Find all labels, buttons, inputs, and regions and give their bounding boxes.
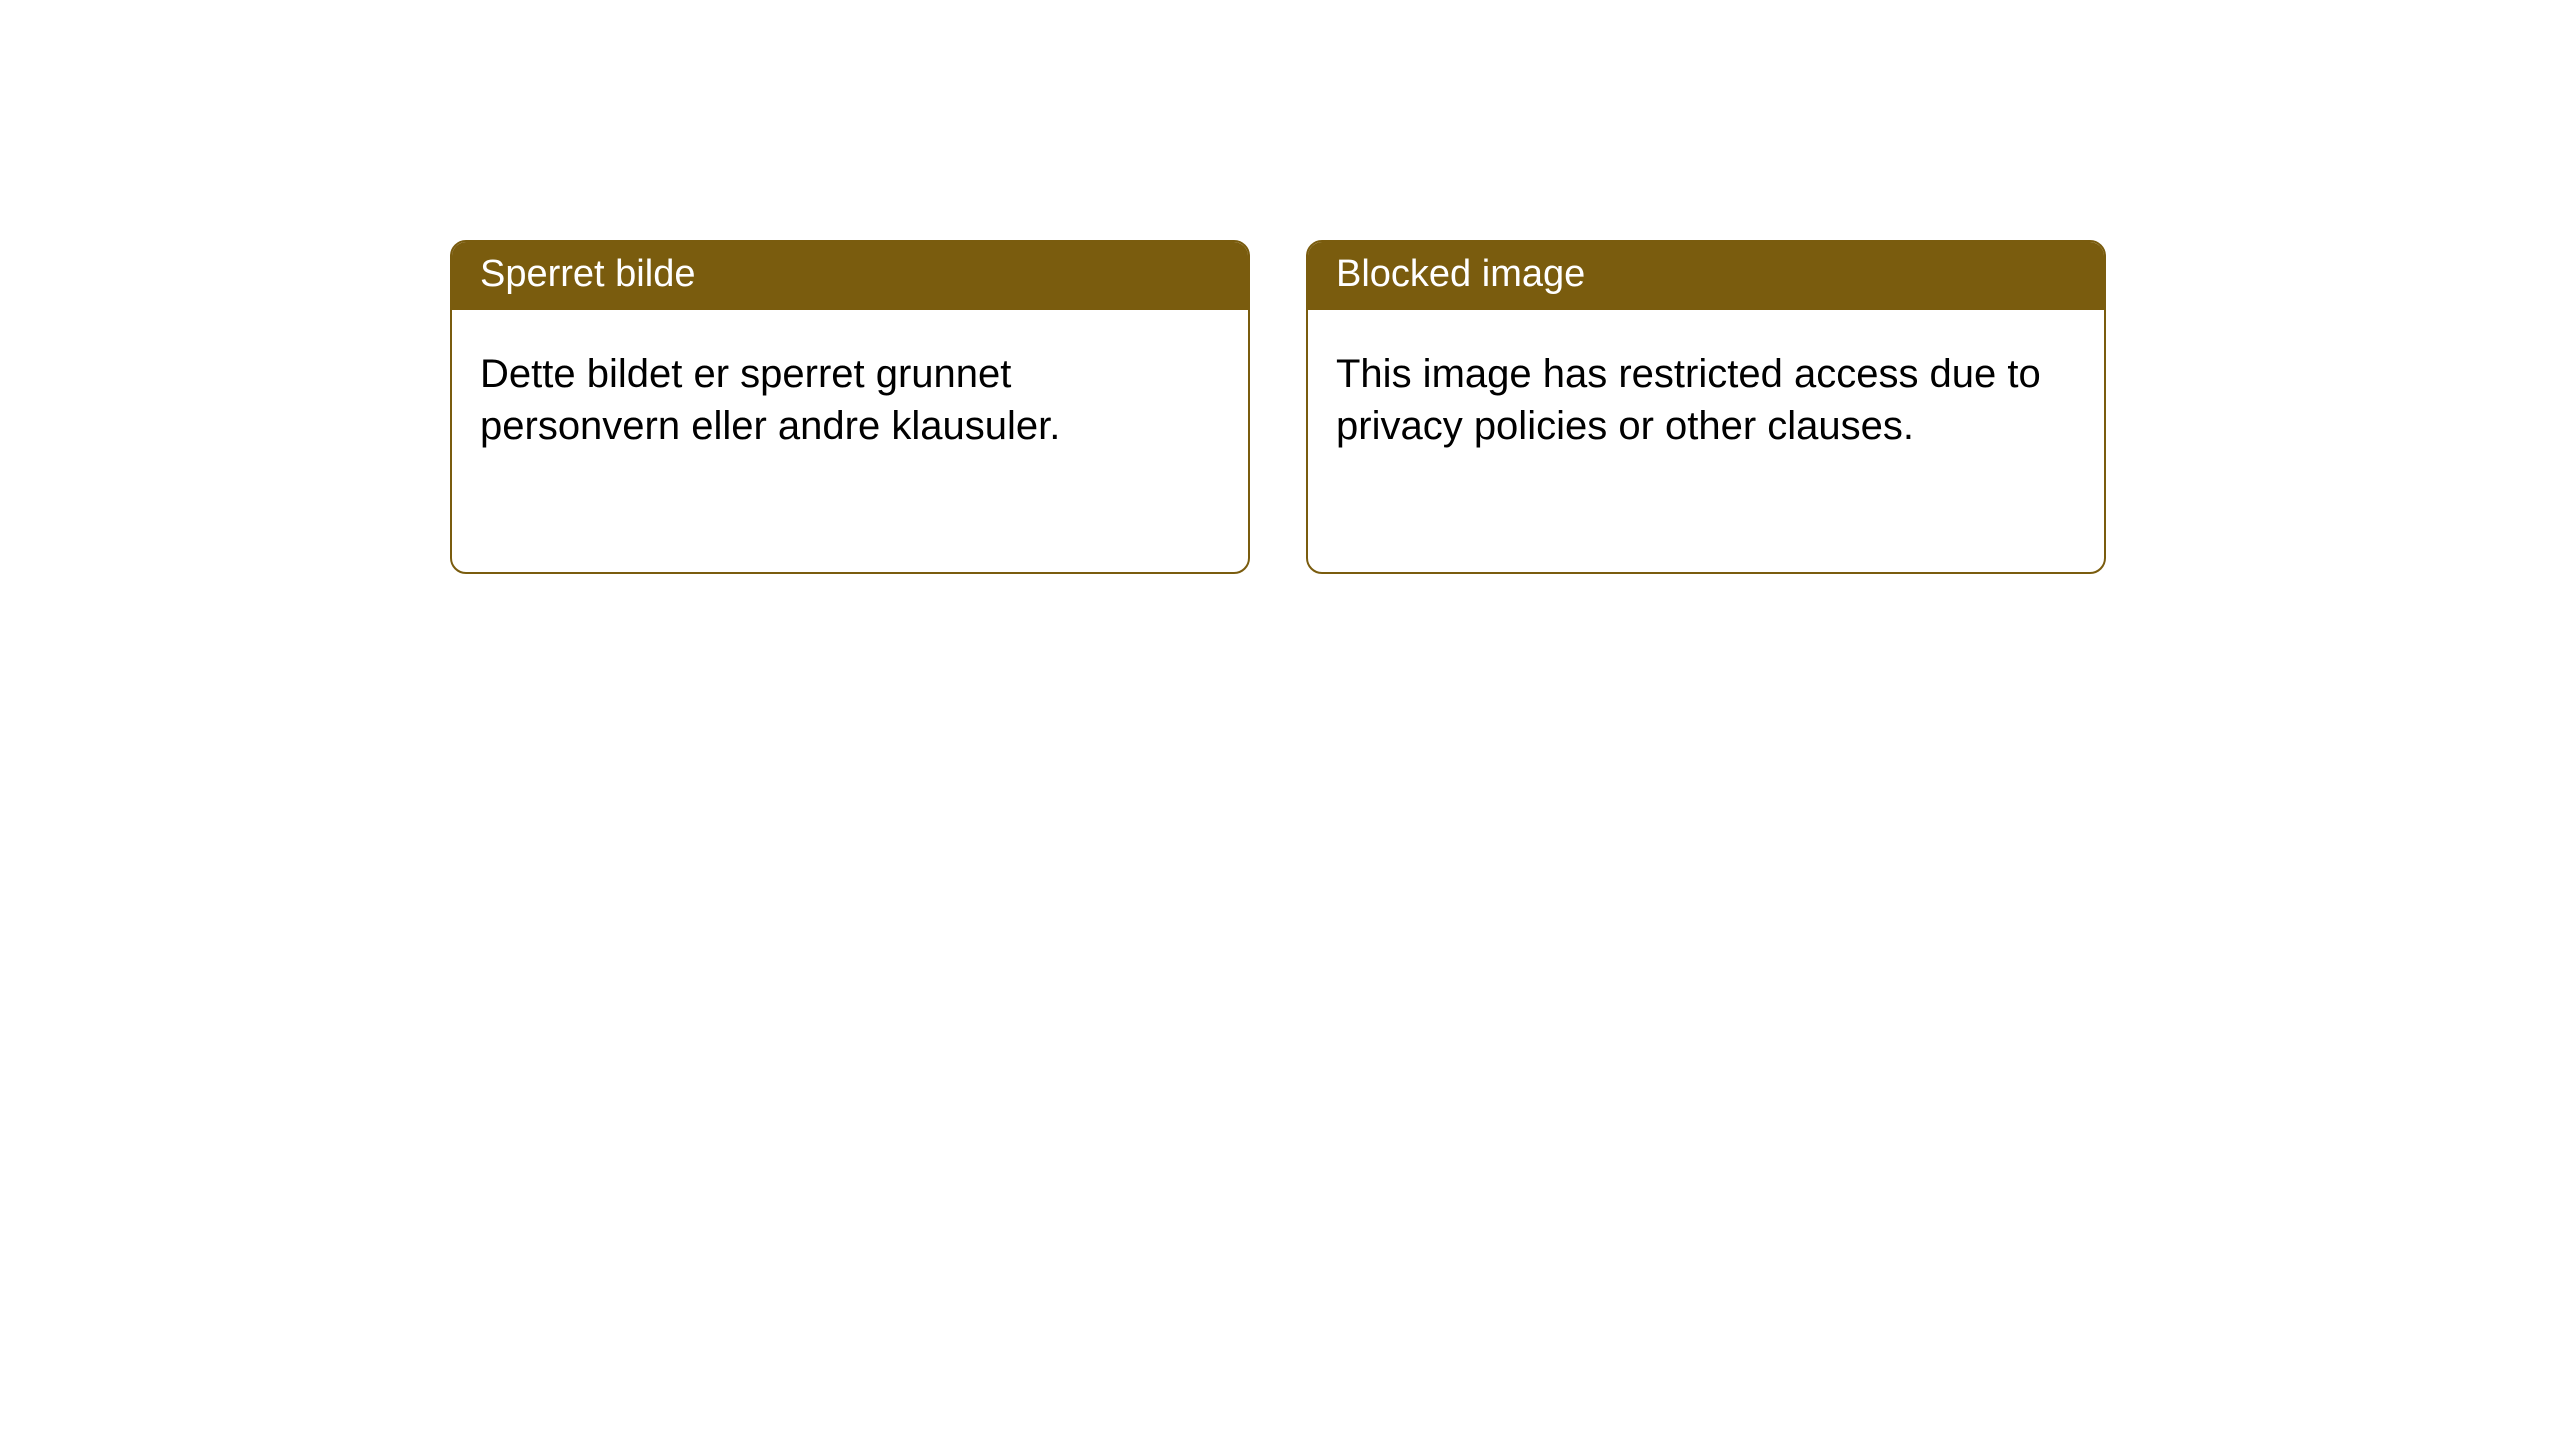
notice-card-english: Blocked image This image has restricted … — [1306, 240, 2106, 574]
notice-card-body: Dette bildet er sperret grunnet personve… — [452, 310, 1248, 480]
notice-card-header: Blocked image — [1308, 242, 2104, 310]
notice-cards-container: Sperret bilde Dette bildet er sperret gr… — [0, 0, 2560, 574]
notice-card-norwegian: Sperret bilde Dette bildet er sperret gr… — [450, 240, 1250, 574]
notice-card-body: This image has restricted access due to … — [1308, 310, 2104, 480]
notice-card-header: Sperret bilde — [452, 242, 1248, 310]
